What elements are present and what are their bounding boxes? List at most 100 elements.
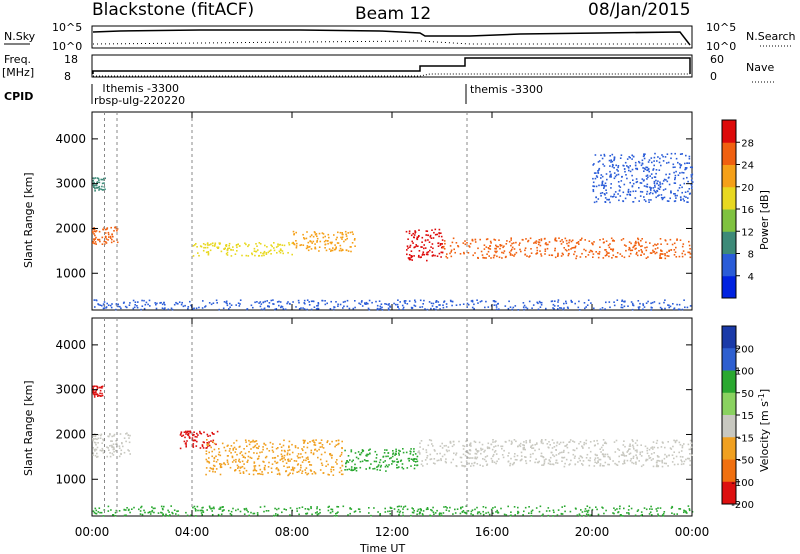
- power-echo: [96, 177, 99, 179]
- velocity-echo: [250, 448, 252, 450]
- velocity-echo: [473, 440, 476, 443]
- power-echo: [538, 239, 541, 241]
- velocity-echo: [476, 463, 479, 465]
- velocity-echo: [497, 511, 500, 514]
- velocity-echo: [396, 458, 398, 460]
- velocity-colorbar-label-close: ]: [758, 389, 771, 393]
- velocity-colorbar-swatch: [722, 348, 736, 371]
- power-echo: [557, 255, 559, 257]
- velocity-echo: [470, 457, 472, 459]
- power-echo: [620, 180, 623, 182]
- power-echo: [250, 304, 253, 307]
- velocity-echo: [579, 441, 582, 443]
- velocity-echo: [202, 447, 205, 449]
- velocity-echo: [582, 464, 584, 466]
- velocity-echo: [337, 439, 340, 442]
- power-echo: [645, 166, 647, 169]
- power-echo: [656, 182, 658, 185]
- velocity-echo: [596, 454, 598, 457]
- velocity-echo: [552, 454, 554, 456]
- power-echo: [613, 240, 615, 242]
- velocity-echo: [292, 469, 295, 472]
- power-echo: [239, 303, 241, 305]
- velocity-echo: [286, 453, 289, 456]
- power-echo: [108, 236, 110, 238]
- velocity-echo: [418, 452, 421, 454]
- velocity-echo: [245, 441, 247, 443]
- velocity-echo: [201, 513, 203, 516]
- power-echo: [297, 299, 300, 302]
- velocity-echo: [494, 506, 496, 508]
- power-echo: [260, 303, 263, 305]
- velocity-echo: [337, 511, 339, 513]
- velocity-echo: [514, 453, 516, 455]
- power-echo: [236, 246, 238, 249]
- velocity-ytick-label: 2000: [55, 427, 86, 441]
- power-echo: [647, 300, 649, 303]
- velocity-echo: [351, 460, 353, 463]
- power-echo: [583, 302, 586, 304]
- power-echo: [423, 253, 425, 256]
- velocity-echo: [350, 508, 353, 510]
- power-echo: [502, 252, 505, 254]
- power-echo: [263, 254, 265, 257]
- velocity-echo: [591, 508, 594, 511]
- velocity-echo: [525, 462, 528, 465]
- velocity-echo: [646, 452, 649, 455]
- power-echo: [675, 170, 677, 173]
- velocity-echo: [217, 453, 220, 456]
- velocity-echo: [530, 510, 533, 513]
- velocity-echo: [397, 460, 400, 463]
- velocity-echo: [622, 515, 624, 517]
- power-echo: [350, 246, 352, 248]
- power-echo: [643, 196, 645, 198]
- power-echo: [511, 308, 513, 311]
- power-echo: [128, 304, 131, 306]
- power-echo: [605, 240, 608, 242]
- power-echo: [646, 178, 648, 180]
- power-echo: [638, 242, 640, 245]
- power-echo: [595, 172, 597, 174]
- power-echo: [330, 242, 333, 245]
- power-echo: [599, 246, 601, 248]
- velocity-echo: [651, 446, 654, 448]
- power-echo: [612, 250, 614, 252]
- velocity-echo: [206, 444, 208, 446]
- power-echo: [95, 243, 97, 245]
- power-echo: [344, 230, 347, 233]
- power-echo: [612, 239, 614, 241]
- velocity-echo: [320, 439, 323, 441]
- velocity-echo: [316, 511, 318, 513]
- velocity-echo: [462, 510, 465, 512]
- power-echo: [557, 301, 559, 303]
- velocity-echo: [295, 460, 298, 462]
- power-echo: [266, 300, 268, 302]
- velocity-echo: [98, 507, 101, 509]
- velocity-echo: [529, 456, 532, 458]
- velocity-echo: [379, 513, 381, 515]
- power-echo: [667, 161, 670, 164]
- velocity-echo: [553, 446, 556, 448]
- velocity-echo: [465, 460, 468, 462]
- velocity-echo: [401, 463, 404, 465]
- velocity-echo: [501, 454, 504, 456]
- velocity-echo: [661, 465, 664, 468]
- power-echo: [585, 249, 587, 252]
- power-echo: [195, 243, 197, 245]
- power-echo: [653, 189, 655, 192]
- power-echo: [511, 254, 514, 256]
- power-echo: [681, 252, 684, 255]
- power-echo: [575, 257, 577, 260]
- power-ytick-label: 2000: [55, 221, 86, 235]
- velocity-echo: [336, 505, 338, 508]
- velocity-echo: [510, 457, 512, 460]
- power-echo: [676, 194, 678, 197]
- power-echo: [93, 228, 96, 231]
- power-echo: [654, 184, 656, 187]
- power-echo: [439, 308, 441, 310]
- velocity-echo: [643, 507, 646, 509]
- power-colorbar-swatch: [722, 186, 736, 210]
- power-echo: [180, 303, 183, 306]
- power-echo: [116, 228, 119, 230]
- velocity-echo: [410, 448, 412, 450]
